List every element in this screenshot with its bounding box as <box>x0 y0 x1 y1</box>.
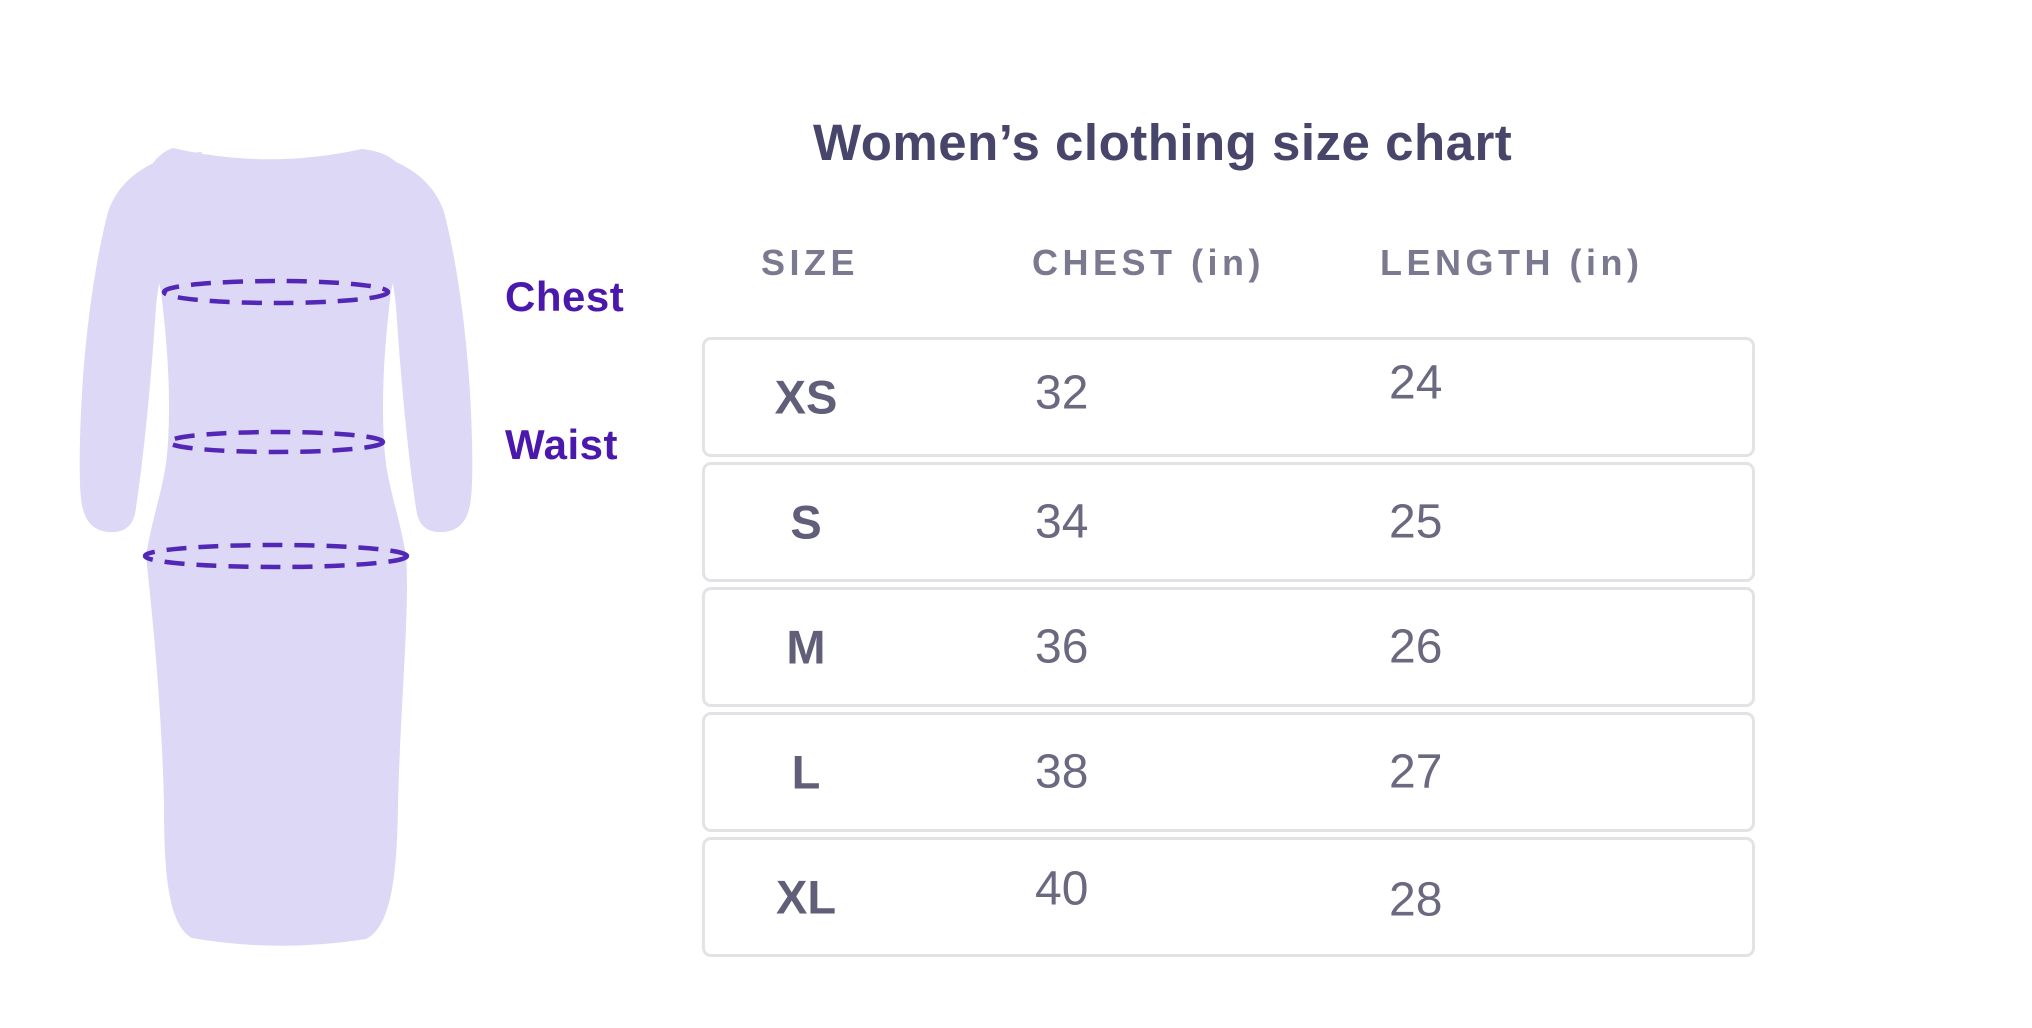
chest-label: Chest <box>505 273 625 320</box>
dress-left-sleeve <box>79 152 202 533</box>
column-header-size: SIZE <box>761 242 860 283</box>
cell-size: M <box>786 620 826 674</box>
cell-chest: 36 <box>1035 620 1089 674</box>
table-row: XS 32 24 <box>702 337 1755 457</box>
dress-illustration <box>79 148 473 946</box>
column-header-length: LENGTH (in) <box>1380 242 1644 283</box>
page-title: Women’s clothing size chart <box>813 114 1513 171</box>
table-row: XL 40 28 <box>702 837 1755 957</box>
cell-length: 25 <box>1389 495 1443 549</box>
column-header-chest: CHEST (in) <box>1032 242 1265 283</box>
cell-length: 26 <box>1389 620 1443 674</box>
cell-chest: 34 <box>1035 495 1089 549</box>
cell-size: XS <box>774 370 838 424</box>
hip-measure-ellipse <box>142 542 410 570</box>
table-row: M 36 26 <box>702 587 1755 707</box>
cell-length: 24 <box>1389 356 1443 410</box>
waist-measure-ellipse <box>166 429 386 455</box>
cell-length: 28 <box>1389 873 1443 927</box>
cell-size: XL <box>775 870 837 924</box>
cell-chest: 40 <box>1035 862 1089 916</box>
size-table-rows: XS 32 24 S 34 25 M 36 26 L 38 27 XL 40 28 <box>702 337 1755 962</box>
cell-size: S <box>790 495 822 549</box>
table-row: L 38 27 <box>702 712 1755 832</box>
waist-label: Waist <box>505 421 618 468</box>
chest-measure-ellipse <box>161 278 391 306</box>
dress-right-sleeve <box>350 152 473 533</box>
table-row: S 34 25 <box>702 462 1755 582</box>
cell-length: 27 <box>1389 745 1443 799</box>
cell-chest: 32 <box>1035 366 1089 420</box>
cell-chest: 38 <box>1035 745 1089 799</box>
cell-size: L <box>791 745 821 799</box>
